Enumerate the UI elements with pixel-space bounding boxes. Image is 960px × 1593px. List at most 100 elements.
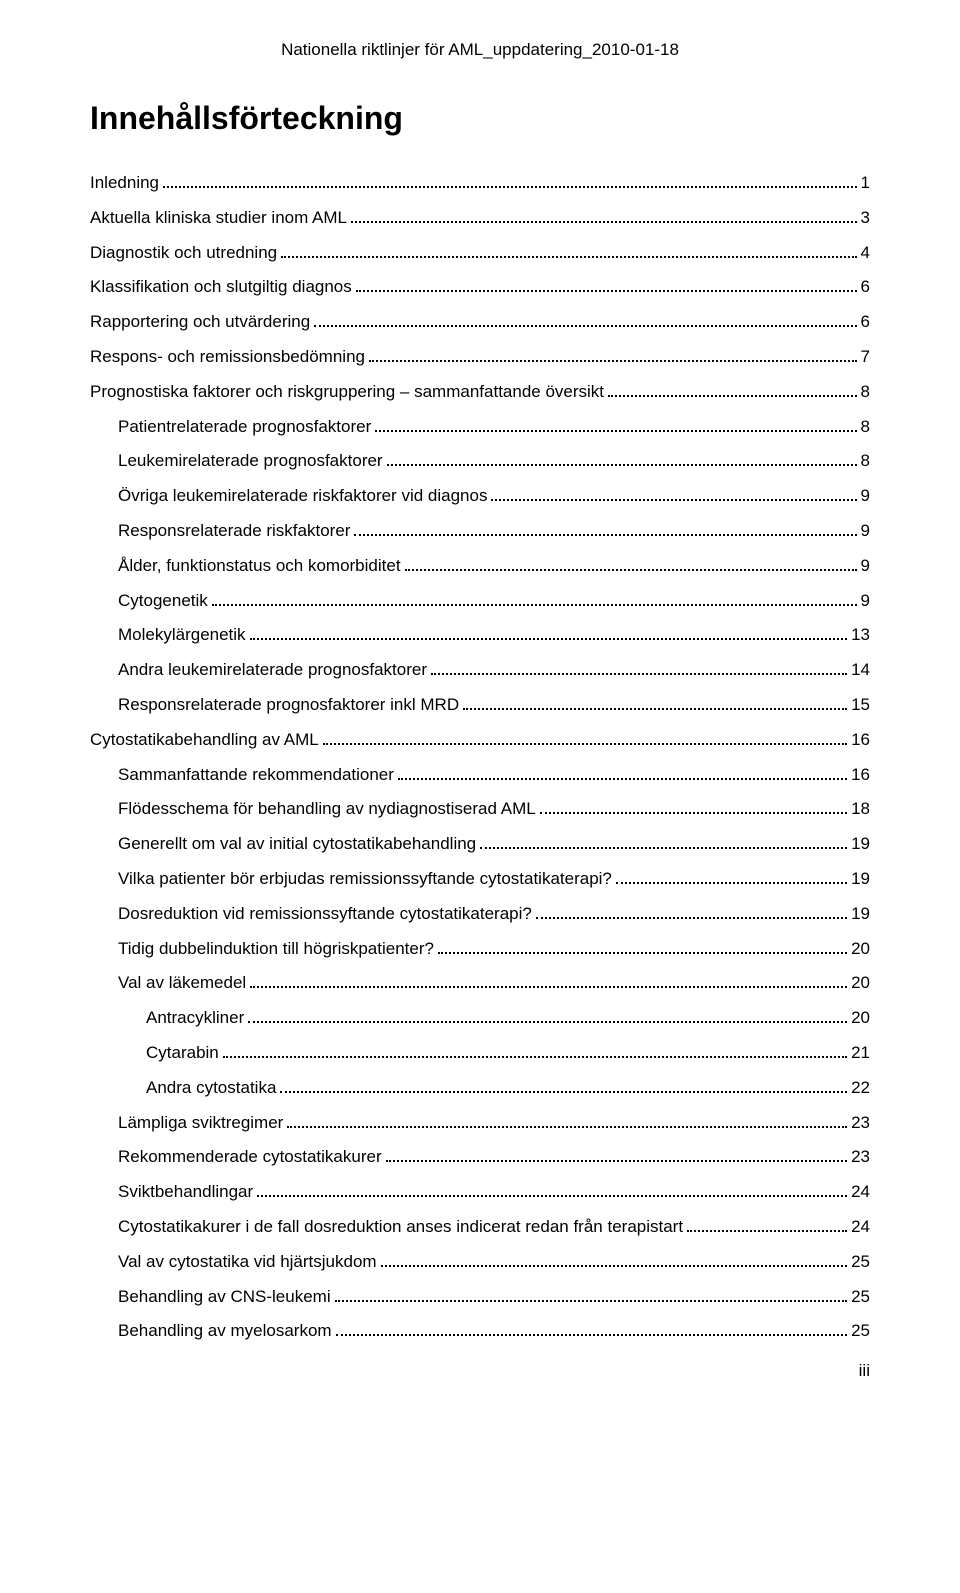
toc-leader-dots — [335, 1286, 847, 1302]
toc-entry-page: 25 — [851, 1319, 870, 1343]
toc-entry-page: 20 — [851, 1006, 870, 1030]
toc-leader-dots — [431, 660, 847, 676]
toc-entry-page: 1 — [861, 171, 870, 195]
toc-entry-page: 6 — [861, 310, 870, 334]
toc-entry[interactable]: Cytarabin21 — [90, 1041, 870, 1065]
toc-entry-label: Tidig dubbelinduktion till högriskpatien… — [118, 937, 434, 961]
toc-entry-page: 6 — [861, 275, 870, 299]
toc-entry-page: 22 — [851, 1076, 870, 1100]
toc-entry[interactable]: Aktuella kliniska studier inom AML3 — [90, 206, 870, 230]
toc-entry[interactable]: Val av cytostatika vid hjärtsjukdom 25 — [90, 1250, 870, 1274]
toc-leader-dots — [387, 451, 857, 467]
toc-entry-page: 19 — [851, 832, 870, 856]
toc-entry[interactable]: Molekylärgenetik13 — [90, 623, 870, 647]
toc-entry-page: 9 — [861, 589, 870, 613]
toc-entry-page: 9 — [861, 484, 870, 508]
toc-list: Inledning1 Aktuella kliniska studier inom… — [90, 171, 870, 1343]
toc-entry-page: 9 — [861, 554, 870, 578]
toc-entry[interactable]: Övriga leukemirelaterade riskfaktorer vi… — [90, 484, 870, 508]
toc-entry[interactable]: Andra leukemirelaterade prognosfaktorer 1… — [90, 658, 870, 682]
toc-entry[interactable]: Cytostatikabehandling av AML 16 — [90, 728, 870, 752]
toc-leader-dots — [491, 486, 856, 502]
toc-leader-dots — [257, 1182, 847, 1198]
toc-entry-page: 20 — [851, 971, 870, 995]
toc-leader-dots — [687, 1216, 847, 1232]
toc-entry-label: Cytostatikabehandling av AML — [90, 728, 319, 752]
toc-entry-label: Val av cytostatika vid hjärtsjukdom — [118, 1250, 377, 1274]
toc-entry[interactable]: Leukemirelaterade prognosfaktorer 8 — [90, 449, 870, 473]
toc-leader-dots — [280, 1077, 847, 1093]
toc-entry[interactable]: Patientrelaterade prognosfaktorer8 — [90, 415, 870, 439]
toc-entry[interactable]: Diagnostik och utredning4 — [90, 241, 870, 265]
toc-entry[interactable]: Klassifikation och slutgiltig diagnos6 — [90, 275, 870, 299]
toc-entry-label: Sammanfattande rekommendationer — [118, 763, 394, 787]
toc-entry-label: Leukemirelaterade prognosfaktorer — [118, 449, 383, 473]
toc-entry[interactable]: Generellt om val av initial cytostatikab… — [90, 832, 870, 856]
toc-leader-dots — [386, 1147, 847, 1163]
toc-entry-label: Flödesschema för behandling av nydiagnos… — [118, 797, 536, 821]
toc-entry-page: 13 — [851, 623, 870, 647]
toc-leader-dots — [223, 1042, 847, 1058]
toc-entry[interactable]: Cytostatikakurer i de fall dosreduktion … — [90, 1215, 870, 1239]
toc-entry-page: 8 — [861, 449, 870, 473]
toc-entry[interactable]: Prognostiska faktorer och riskgruppering… — [90, 380, 870, 404]
toc-entry-page: 14 — [851, 658, 870, 682]
page-header: Nationella riktlinjer för AML_uppdaterin… — [90, 40, 870, 60]
toc-leader-dots — [212, 590, 857, 606]
toc-entry[interactable]: Inledning1 — [90, 171, 870, 195]
toc-entry[interactable]: Dosreduktion vid remissionssyftande cyto… — [90, 902, 870, 926]
toc-entry[interactable]: Vilka patienter bör erbjudas remissionss… — [90, 867, 870, 891]
toc-leader-dots — [540, 799, 847, 815]
toc-entry[interactable]: Antracykliner20 — [90, 1006, 870, 1030]
toc-leader-dots — [438, 938, 847, 954]
toc-entry-page: 19 — [851, 902, 870, 926]
toc-entry[interactable]: Rekommenderade cytostatikakurer 23 — [90, 1145, 870, 1169]
toc-entry[interactable]: Andra cytostatika22 — [90, 1076, 870, 1100]
toc-entry[interactable]: Flödesschema för behandling av nydiagnos… — [90, 797, 870, 821]
toc-entry[interactable]: Ålder, funktionstatus och komorbiditet9 — [90, 554, 870, 578]
toc-entry[interactable]: Respons- och remissionsbedömning 7 — [90, 345, 870, 369]
toc-entry-label: Cytostatikakurer i de fall dosreduktion … — [118, 1215, 683, 1239]
toc-leader-dots — [608, 381, 857, 397]
toc-leader-dots — [463, 694, 847, 710]
toc-entry-label: Vilka patienter bör erbjudas remissionss… — [118, 867, 612, 891]
toc-leader-dots — [398, 764, 847, 780]
toc-leader-dots — [314, 312, 856, 328]
toc-entry-page: 24 — [851, 1180, 870, 1204]
toc-leader-dots — [351, 207, 857, 223]
toc-entry-page: 18 — [851, 797, 870, 821]
toc-entry-page: 9 — [861, 519, 870, 543]
toc-entry[interactable]: Sammanfattande rekommendationer16 — [90, 763, 870, 787]
toc-entry-label: Sviktbehandlingar — [118, 1180, 253, 1204]
toc-entry-page: 4 — [861, 241, 870, 265]
toc-entry[interactable]: Responsrelaterade riskfaktorer9 — [90, 519, 870, 543]
toc-entry-page: 16 — [851, 728, 870, 752]
toc-entry-page: 8 — [861, 380, 870, 404]
toc-entry[interactable]: Tidig dubbelinduktion till högriskpatien… — [90, 937, 870, 961]
toc-entry-label: Dosreduktion vid remissionssyftande cyto… — [118, 902, 532, 926]
toc-entry-label: Övriga leukemirelaterade riskfaktorer vi… — [118, 484, 487, 508]
toc-leader-dots — [536, 903, 847, 919]
toc-entry[interactable]: Val av läkemedel20 — [90, 971, 870, 995]
toc-leader-dots — [480, 834, 847, 850]
toc-entry-page: 8 — [861, 415, 870, 439]
toc-entry[interactable]: Behandling av CNS-leukemi25 — [90, 1285, 870, 1309]
toc-entry-page: 7 — [861, 345, 870, 369]
toc-entry-label: Respons- och remissionsbedömning — [90, 345, 365, 369]
toc-leader-dots — [250, 973, 847, 989]
toc-entry[interactable]: Responsrelaterade prognosfaktorer inkl M… — [90, 693, 870, 717]
toc-leader-dots — [356, 277, 857, 293]
toc-entry-page: 25 — [851, 1285, 870, 1309]
toc-entry-label: Prognostiska faktorer och riskgruppering… — [90, 380, 604, 404]
toc-title: Innehållsförteckning — [90, 100, 870, 137]
toc-entry[interactable]: Cytogenetik9 — [90, 589, 870, 613]
toc-entry-label: Rekommenderade cytostatikakurer — [118, 1145, 382, 1169]
toc-entry-label: Andra leukemirelaterade prognosfaktorer — [118, 658, 427, 682]
page-number-footer: iii — [90, 1361, 870, 1381]
toc-entry[interactable]: Sviktbehandlingar 24 — [90, 1180, 870, 1204]
toc-entry[interactable]: Lämpliga sviktregimer23 — [90, 1111, 870, 1135]
toc-entry-page: 23 — [851, 1145, 870, 1169]
toc-entry[interactable]: Rapportering och utvärdering6 — [90, 310, 870, 334]
toc-entry-page: 25 — [851, 1250, 870, 1274]
toc-entry[interactable]: Behandling av myelosarkom25 — [90, 1319, 870, 1343]
